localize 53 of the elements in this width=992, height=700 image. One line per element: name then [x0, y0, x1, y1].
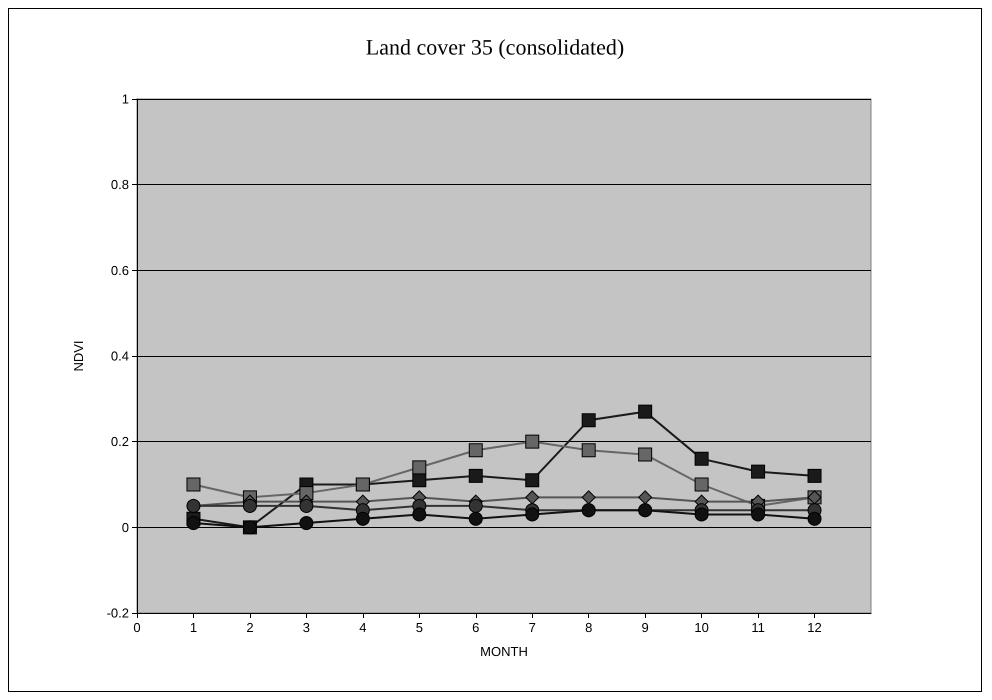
y-tick-label: 0.4 [110, 348, 129, 364]
point [694, 478, 709, 492]
y-tick-label: 0.6 [110, 262, 129, 278]
point [412, 507, 426, 522]
y-axis-title: NDVI [71, 340, 86, 372]
point [299, 498, 314, 513]
point [751, 464, 766, 479]
point [468, 443, 483, 458]
x-tick-label: 6 [472, 620, 480, 635]
point [582, 443, 596, 458]
x-axis-title: MONTH [480, 644, 528, 659]
x-tick-label: 5 [416, 620, 423, 635]
point [356, 512, 370, 526]
point [694, 452, 709, 466]
point [638, 490, 652, 504]
point [638, 404, 652, 419]
x-tick-label: 0 [133, 620, 141, 635]
x-tick-label: 4 [359, 620, 366, 635]
point [808, 468, 822, 483]
point [694, 507, 709, 522]
point [638, 448, 652, 462]
point [412, 460, 426, 474]
point [242, 498, 257, 513]
point [186, 478, 200, 492]
x-tick-label: 12 [807, 620, 822, 635]
x-tick-label: 11 [751, 620, 765, 635]
point [525, 473, 540, 488]
point [299, 516, 314, 530]
point [751, 507, 766, 522]
x-tick-label: 2 [246, 620, 254, 635]
x-tick-label: 1 [190, 620, 198, 635]
x-tick-label: 7 [528, 620, 536, 635]
x-tick-label: 9 [642, 620, 649, 635]
chart-title: Land cover 35 (consolidated) [366, 34, 624, 60]
point [582, 490, 596, 504]
y-tick-label: 1 [122, 92, 129, 106]
point [525, 507, 540, 522]
point [468, 512, 483, 526]
y-tick-label: 0 [122, 520, 129, 535]
point [582, 413, 596, 428]
x-tick-label: 10 [694, 620, 709, 635]
point [468, 498, 483, 513]
point [525, 490, 540, 504]
x-tick-label: 3 [302, 620, 310, 635]
x-tick-label: 8 [585, 620, 592, 635]
point [186, 516, 200, 530]
y-tick-label: -0.2 [106, 606, 129, 620]
point [525, 434, 540, 449]
y-tick-label: 0.2 [110, 434, 129, 450]
point [468, 468, 483, 483]
point [808, 512, 822, 526]
point [412, 473, 426, 488]
y-tick-label: 0.8 [110, 177, 129, 192]
